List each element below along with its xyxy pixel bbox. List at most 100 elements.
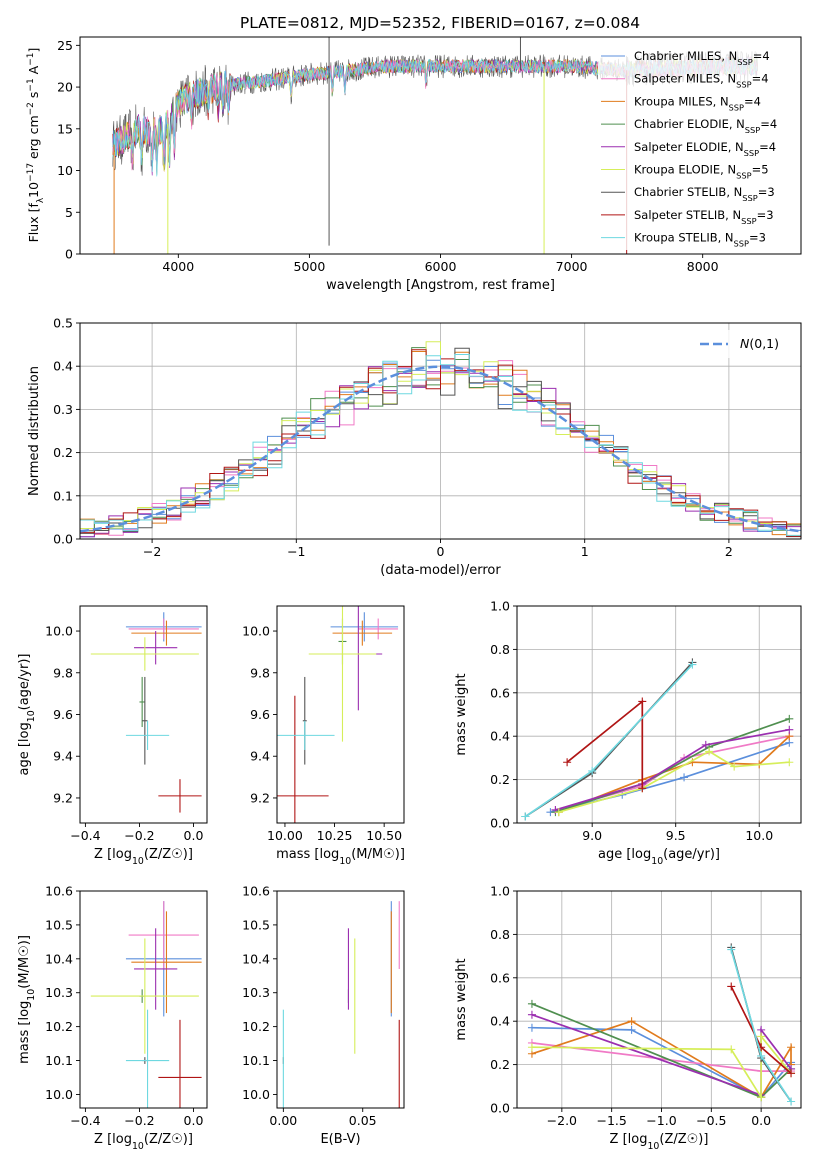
y-tick-label: 0.1 — [53, 488, 73, 503]
histogram-step — [80, 349, 801, 539]
axes-spectrum: 4000 5000 6000 7000 8000 0 5 10 15 20 25 wavelength… — [26, 36, 802, 293]
x-tick-label: 4000 — [162, 259, 194, 274]
data-point — [688, 660, 697, 669]
x-tick-label: 0.0 — [184, 1113, 204, 1128]
plot-area — [527, 943, 796, 1106]
x-axis-label: age [log10(age/yr)] — [598, 847, 720, 867]
legend-label: Chabrier MILES, NSSP=4 — [634, 49, 770, 67]
x-tick-label: 0.0 — [751, 1113, 771, 1128]
data-point — [757, 1093, 766, 1102]
axes-frame — [79, 890, 208, 1109]
data-point — [757, 1032, 766, 1041]
data-point — [527, 1023, 536, 1032]
x-tick-label: 10.50 — [366, 828, 402, 843]
y-tick-label: 0.2 — [490, 772, 510, 787]
legend-label: Chabrier ELODIE, NSSP=4 — [634, 117, 777, 135]
data-point — [521, 812, 530, 821]
plot-area — [80, 341, 801, 539]
data-point — [588, 766, 597, 775]
y-tick-label: 0.2 — [490, 1057, 510, 1072]
axes-mass_weight_vs_age: 9.0 9.5 10.0 0.0 0.2 0.4 0.6 0.8 1.0 age [log10(a… — [454, 599, 802, 867]
legend-label: Kroupa ELODIE, NSSP=5 — [634, 163, 769, 181]
mass-weight-line — [558, 735, 790, 813]
axes-frame — [516, 605, 802, 824]
x-tick-label: −1 — [287, 544, 305, 559]
x-tick-label: 8000 — [687, 259, 719, 274]
plot-area — [277, 606, 399, 823]
legend-label: Salpeter ELODIE, NSSP=4 — [634, 140, 776, 158]
y-tick-label: 10.0 — [242, 624, 270, 639]
gaussian-curve — [80, 365, 801, 533]
figure-title: PLATE=0812, MJD=52352, FIBERID=0167, z=0… — [240, 14, 640, 32]
histogram-step — [80, 354, 801, 539]
mass-weight-line — [555, 728, 790, 811]
legend-label: Kroupa MILES, NSSP=4 — [634, 94, 761, 112]
axes-residuals: −2 −1 0 1 2 0.0 0.1 0.2 0.3 0.4 0.5 (data-model)/er… — [27, 316, 802, 578]
x-tick-label: 10.00 — [267, 828, 303, 843]
data-point — [785, 725, 794, 734]
y-tick-label: 0.8 — [490, 642, 510, 657]
y-tick-label: 0.8 — [490, 927, 510, 942]
data-point — [727, 945, 736, 954]
axes-age_vs_Z: −0.4 −0.2 0.0 9.2 9.4 9.6 9.8 10.0 Z [log10(Z/Z☉… — [17, 605, 208, 867]
legend-label: N(0,1) — [740, 336, 779, 351]
y-axis-label: Flux [fλ10−17 erg cm−2 s−1 A−1] — [26, 48, 46, 243]
x-tick-label: 6000 — [425, 259, 457, 274]
data-point — [787, 1043, 796, 1052]
y-tick-label: 15 — [57, 121, 73, 136]
x-axis-label: wavelength [Angstrom, rest frame] — [326, 278, 555, 293]
y-tick-label: 20 — [57, 80, 73, 95]
axes-age_vs_mass: 10.00 10.25 10.50 9.2 9.4 9.6 9.8 10.0 mass [log… — [242, 605, 405, 867]
data-point — [787, 1097, 796, 1106]
y-tick-label: 1.0 — [490, 884, 510, 899]
axes-mass_weight_vs_Z: −2.0 −1.5 −1.0 −0.5 0.0 0.0 0.2 0.4 0.6 0.8 1.0 Z [… — [454, 884, 802, 1152]
axes-frame — [79, 36, 802, 255]
y-tick-label: 0.0 — [490, 1101, 510, 1116]
x-tick-label: −1.0 — [646, 1113, 676, 1128]
x-tick-label: 10.25 — [317, 828, 353, 843]
data-point — [727, 1045, 736, 1054]
x-tick-label: −1.5 — [596, 1113, 626, 1128]
x-tick-label: −2 — [143, 544, 161, 559]
y-tick-label: 0.4 — [490, 1014, 510, 1029]
y-tick-label: 0.0 — [53, 532, 73, 547]
x-axis-label: Z [log10(Z/Z☉)] — [94, 1132, 193, 1152]
x-tick-label: 0 — [437, 544, 445, 559]
legend-box — [598, 44, 798, 250]
y-tick-label: 10.1 — [45, 1053, 73, 1068]
y-tick-label: 0.6 — [490, 685, 510, 700]
y-tick-label: 10.5 — [45, 917, 73, 932]
data-point — [527, 1010, 536, 1019]
legend: Chabrier MILES, NSSP=4 Salpeter MILES, NS… — [598, 44, 798, 250]
y-tick-label: 10.4 — [242, 951, 270, 966]
y-tick-label: 9.8 — [250, 665, 270, 680]
x-tick-label: −2.0 — [547, 1113, 577, 1128]
y-tick-label: 5 — [65, 205, 73, 220]
y-tick-label: 0 — [65, 247, 73, 262]
y-tick-label: 0.5 — [53, 316, 73, 331]
x-tick-label: 0.00 — [269, 1113, 297, 1128]
mass-weight-line — [558, 750, 790, 813]
y-tick-label: 25 — [57, 38, 73, 53]
y-tick-label: 9.2 — [250, 790, 270, 805]
y-tick-label: 10.1 — [242, 1053, 270, 1068]
y-tick-label: 9.8 — [53, 665, 73, 680]
x-axis-label: Z [log10(Z/Z☉)] — [610, 1132, 709, 1152]
x-tick-label: 0.05 — [349, 1113, 377, 1128]
mass-weight-line — [566, 699, 644, 789]
y-tick-label: 0.2 — [53, 445, 73, 460]
y-tick-label: 10.0 — [45, 1087, 73, 1102]
legend-label: Kroupa STELIB, NSSP=3 — [634, 231, 766, 249]
data-point — [701, 740, 710, 749]
x-axis-label: mass [log10(M/M☉)] — [276, 847, 405, 867]
data-point — [785, 714, 794, 723]
y-tick-label: 10.0 — [242, 1087, 270, 1102]
plot-area — [90, 612, 202, 813]
data-point — [554, 808, 563, 817]
plot-area — [521, 658, 794, 821]
data-point — [627, 1025, 636, 1034]
legend-label: Salpeter MILES, NSSP=4 — [634, 72, 769, 90]
data-point — [757, 1051, 766, 1060]
mass-weight-line — [555, 717, 790, 813]
data-point — [730, 762, 739, 771]
